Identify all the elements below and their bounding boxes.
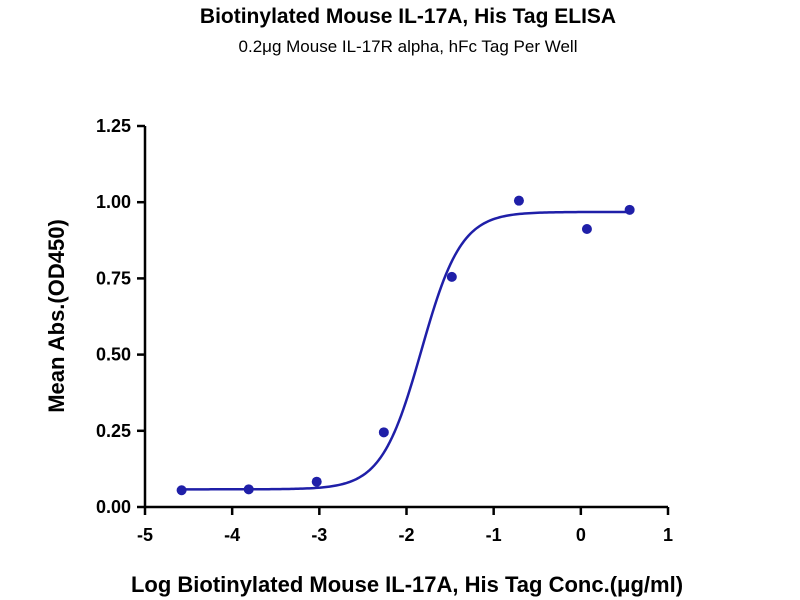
data-point	[624, 204, 635, 215]
x-tick-label: -2	[398, 525, 414, 545]
x-axis-label: Log Biotinylated Mouse IL-17A, His Tag C…	[131, 572, 683, 597]
fit-curve	[181, 210, 630, 491]
y-tick-label: 0.75	[96, 268, 131, 288]
y-tick-label: 1.25	[96, 116, 131, 136]
chart-subtitle: 0.2μg Mouse IL-17R alpha, hFc Tag Per We…	[239, 37, 578, 56]
y-tick-label: 0.00	[96, 497, 131, 517]
chart-title: Biotinylated Mouse IL-17A, His Tag ELISA	[200, 5, 616, 28]
x-tick-label: -5	[137, 525, 153, 545]
data-point	[581, 224, 592, 235]
y-tick-label: 0.50	[96, 345, 131, 365]
data-point	[446, 271, 457, 282]
x-tick-label: -4	[224, 525, 240, 545]
axes	[143, 126, 668, 509]
data-points	[176, 195, 635, 496]
data-point	[513, 195, 524, 206]
y-tick-label: 1.00	[96, 192, 131, 212]
data-point	[176, 485, 187, 496]
x-tick-label: 0	[576, 525, 586, 545]
y-tick-label: 0.25	[96, 421, 131, 441]
x-tick-label: 1	[663, 525, 673, 545]
x-tick-label: -1	[486, 525, 502, 545]
data-point	[243, 484, 254, 495]
x-ticks: -5 -4 -3 -2 -1 0 1	[137, 507, 673, 545]
y-axis-label: Mean Abs.(OD450)	[44, 219, 69, 413]
data-point	[378, 427, 389, 438]
x-tick-label: -3	[311, 525, 327, 545]
data-point	[311, 476, 322, 487]
y-ticks: 0.00 0.25 0.50 0.75 1.00 1.25	[96, 116, 145, 517]
